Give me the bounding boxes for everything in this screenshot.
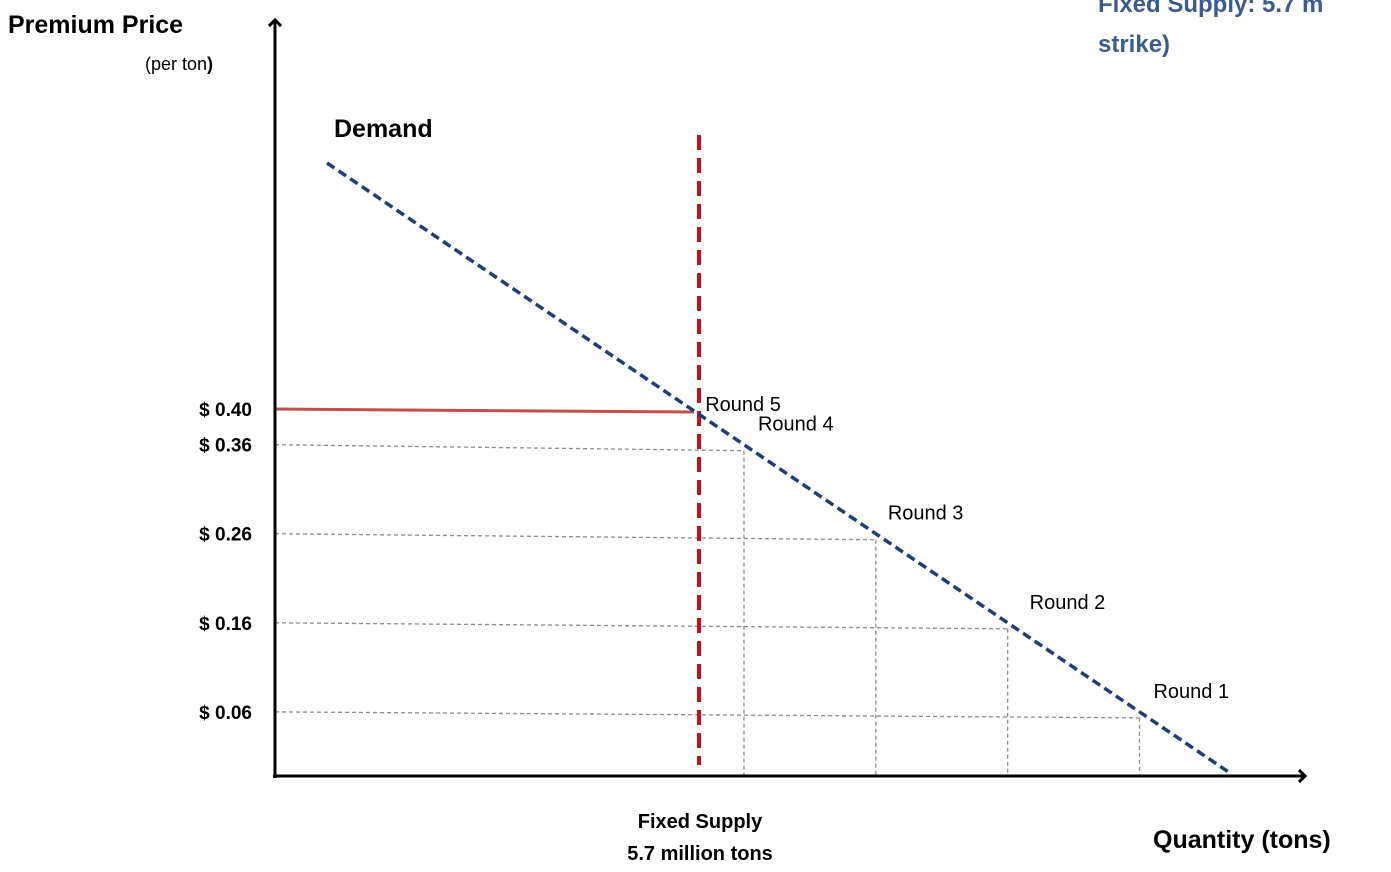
round-price-guide-3 (274, 622, 1008, 630)
round-label-2: Round 3 (888, 503, 964, 525)
top-note-line1: Fixed Supply: 5.7 m (1098, 0, 1323, 18)
y-axis-subtitle: (per ton) (145, 54, 213, 74)
round-label-3: Round 2 (1030, 592, 1106, 614)
y-tick-label-3: $ 0.16 (199, 614, 252, 635)
round-label-4: Round 1 (1153, 681, 1229, 703)
top-note-line2: strike) (1098, 31, 1170, 58)
chart-marks (274, 135, 1231, 775)
demand-line (326, 161, 1231, 775)
x-axis-title: Quantity (tons) (1153, 826, 1331, 854)
round-price-guide-2 (274, 533, 876, 541)
supply-label-line2: 5.7 million tons (627, 843, 773, 865)
y-tick-label-0: $ 0.40 (199, 400, 252, 421)
round-label-1: Round 4 (758, 414, 834, 436)
round-label-0: Round 5 (705, 394, 781, 416)
y-tick-label-4: $ 0.06 (199, 703, 252, 724)
round-price-guide-1 (274, 444, 744, 452)
y-tick-label-1: $ 0.36 (199, 436, 252, 457)
y-tick-label-2: $ 0.26 (199, 525, 252, 546)
guide-lines (274, 444, 1141, 776)
supply-label-line1: Fixed Supply (638, 811, 763, 833)
demand-label: Demand (334, 115, 433, 143)
y-axis-title: Premium Price (8, 11, 183, 39)
round-price-guide-4 (274, 711, 1140, 719)
clearing-price-line (274, 407, 695, 414)
y-tick-labels: $ 0.40 $ 0.36 $ 0.26 $ 0.16 $ 0.06 (199, 400, 252, 724)
